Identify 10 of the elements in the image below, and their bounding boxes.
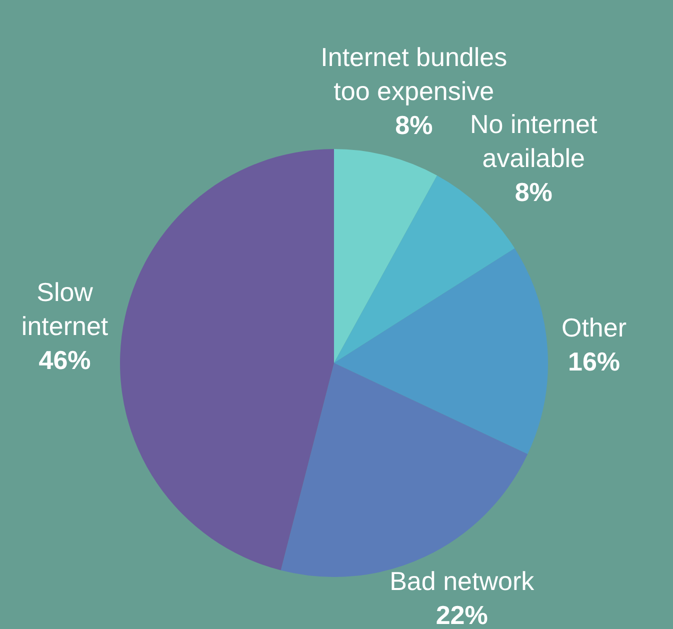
slice-label: Internet bundles too expensive bbox=[320, 42, 508, 106]
slice-label: Other bbox=[561, 312, 627, 343]
data-label: 8% bbox=[514, 176, 552, 207]
data-label: 8% bbox=[395, 110, 433, 140]
slice-label: Bad network bbox=[390, 566, 536, 596]
data-label: 46% bbox=[38, 345, 91, 376]
slice-label: No internet available bbox=[470, 108, 598, 173]
slice-label: Slow internet bbox=[21, 277, 109, 342]
data-label: 22% bbox=[436, 600, 488, 629]
data-label: 16% bbox=[568, 346, 620, 377]
